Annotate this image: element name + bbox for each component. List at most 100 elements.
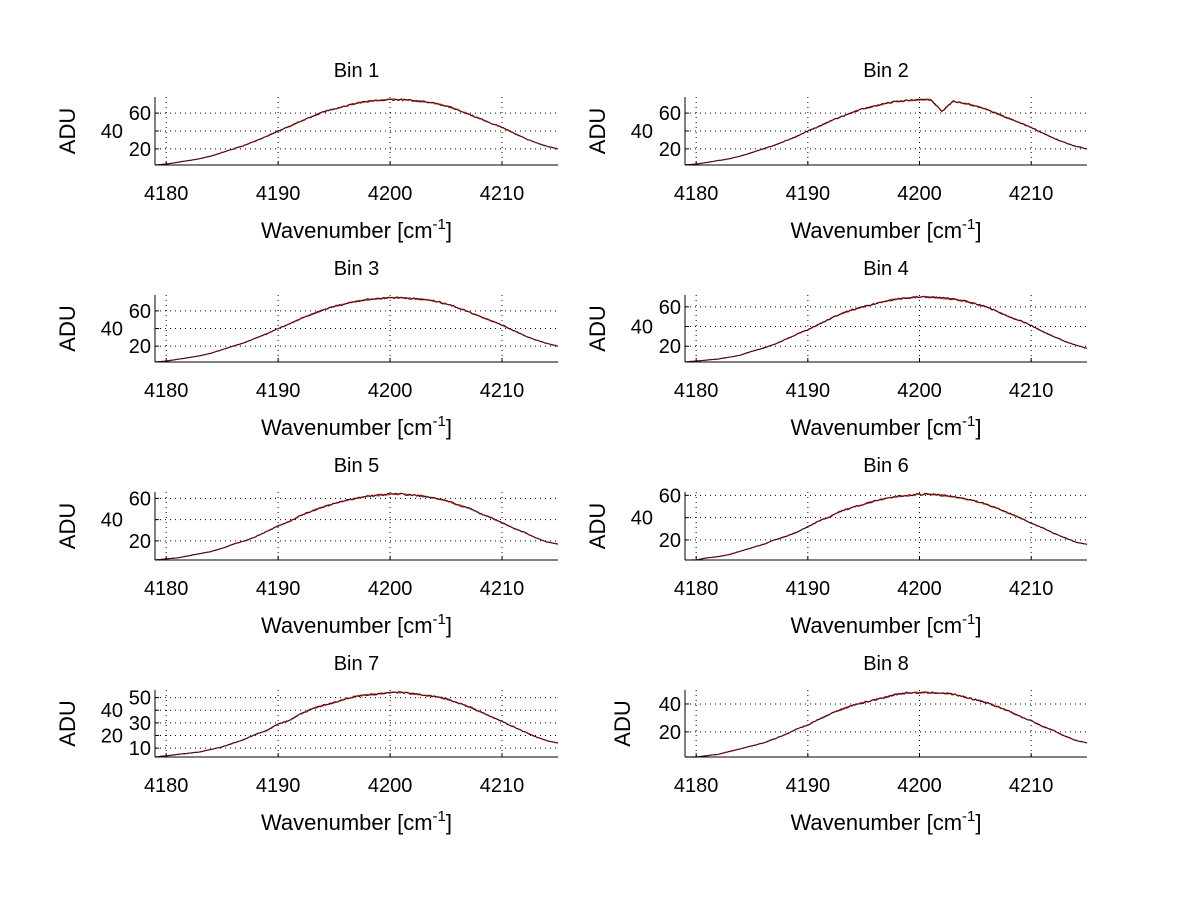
data-trace: [685, 492, 1088, 561]
x-tick-label: 4210: [1009, 578, 1054, 600]
subplot-bin-8: 4180 4190 4200 4210 20 40 Bin 8 Wavenumber [cm-…: [610, 653, 1088, 835]
x-tick-label: 4180: [674, 578, 719, 600]
y-tick-label: 60: [129, 103, 151, 125]
subplot-bin-5: 4180 4190 4200 4210 20 40 60 Bin 5 Wavenumber [c…: [55, 455, 559, 638]
data-trace: [154, 691, 559, 758]
x-tick-label: 4210: [480, 380, 525, 402]
data-trace: [154, 492, 559, 561]
y-axis-label: ADU: [55, 108, 80, 154]
x-tick-label: 4210: [480, 578, 525, 600]
subplot-title: Bin 1: [334, 60, 380, 82]
y-axis-label: ADU: [585, 305, 610, 351]
x-tick-label: 4190: [256, 183, 301, 205]
subplot-bin-1: 4180 4190 4200 4210 20 40 60 Bin 1 Wavenumber [c…: [55, 60, 559, 243]
x-axis-label: Wavenumber [cm-1]: [790, 216, 981, 243]
x-tick-label: 4200: [368, 380, 413, 402]
data-trace: [685, 295, 1088, 363]
data-trace: [684, 295, 1088, 363]
subplot-title: Bin 3: [334, 258, 380, 280]
x-tick-label: 4190: [786, 380, 831, 402]
subplot-title: Bin 8: [863, 653, 909, 675]
subplot-bin-2: 4180 4190 4200 4210 20 40 60 Bin 2 Wavenumber [c…: [585, 60, 1088, 243]
y-tick-label: 50: [129, 688, 151, 710]
y-tick-label: 40: [631, 317, 653, 339]
x-tick-label: 4180: [144, 380, 189, 402]
y-tick-label: 20: [659, 336, 681, 358]
x-axis-label: Wavenumber [cm-1]: [261, 413, 452, 440]
subplot-bin-3: 4180 4190 4200 4210 20 40 60 Bin 3 Wavenumber [c…: [55, 258, 559, 440]
x-tick-label: 4210: [1009, 183, 1054, 205]
x-tick-label: 4200: [368, 578, 413, 600]
x-axis-label: Wavenumber [cm-1]: [261, 216, 452, 243]
data-trace: [154, 296, 559, 363]
data-trace: [684, 691, 1088, 758]
y-tick-label: 20: [129, 139, 151, 161]
y-tick-label: 40: [659, 694, 681, 716]
x-tick-label: 4210: [1009, 380, 1054, 402]
x-tick-label: 4180: [144, 183, 189, 205]
y-tick-label: 40: [101, 319, 123, 341]
y-axis-label: ADU: [610, 700, 635, 746]
y-tick-label: 20: [129, 531, 151, 553]
y-tick-label: 20: [659, 722, 681, 744]
x-tick-label: 4180: [144, 578, 189, 600]
data-trace: [684, 492, 1088, 561]
y-tick-label: 60: [659, 485, 681, 507]
data-trace: [154, 691, 559, 758]
x-tick-label: 4200: [897, 578, 942, 600]
x-axis-label: Wavenumber [cm-1]: [790, 808, 981, 835]
y-tick-label: 40: [101, 121, 123, 143]
y-tick-label: 20: [129, 336, 151, 358]
x-axis-label: Wavenumber [cm-1]: [261, 808, 452, 835]
y-tick-label: 40: [631, 508, 653, 530]
subplot-title: Bin 6: [863, 455, 909, 477]
y-tick-label: 20: [659, 530, 681, 552]
x-tick-label: 4200: [897, 183, 942, 205]
y-tick-label: 40: [631, 121, 653, 143]
y-tick-label: 30: [129, 713, 151, 735]
y-axis-label: ADU: [55, 305, 80, 351]
data-trace: [154, 98, 558, 166]
x-tick-label: 4190: [786, 775, 831, 797]
y-tick-label: 60: [129, 301, 151, 323]
x-tick-label: 4180: [674, 183, 719, 205]
y-axis-label: ADU: [55, 503, 80, 549]
x-tick-label: 4200: [897, 775, 942, 797]
y-tick-label: 20: [101, 726, 123, 748]
subplot-title: Bin 5: [334, 455, 380, 477]
subplot-bin-4: 4180 4190 4200 4210 20 40 60 Bin 4 Wavenumber [c…: [585, 258, 1088, 440]
subplot-bin-6: 4180 4190 4200 4210 20 40 60 Bin 6 Wavenumber [c…: [585, 455, 1088, 638]
x-tick-label: 4200: [368, 183, 413, 205]
x-tick-label: 4190: [786, 578, 831, 600]
y-tick-label: 10: [129, 738, 151, 760]
y-tick-label: 60: [659, 297, 681, 319]
y-tick-label: 60: [659, 103, 681, 125]
data-trace: [684, 295, 1088, 363]
x-tick-label: 4190: [786, 183, 831, 205]
y-tick-label: 40: [101, 510, 123, 532]
data-trace: [154, 691, 559, 758]
y-axis-label: ADU: [585, 503, 610, 549]
x-tick-label: 4190: [256, 380, 301, 402]
y-axis-label: ADU: [585, 108, 610, 154]
x-tick-label: 4200: [897, 380, 942, 402]
y-axis-label: ADU: [55, 700, 80, 746]
y-tick-label: 60: [129, 488, 151, 510]
x-tick-label: 4210: [480, 775, 525, 797]
x-tick-label: 4180: [674, 775, 719, 797]
subplot-bin-7: 4180 4190 4200 4210 10 20 30 40 50 Bin 7 Wavenumbe…: [55, 653, 559, 835]
y-tick-label: 40: [101, 700, 123, 722]
x-tick-label: 4190: [256, 578, 301, 600]
x-tick-label: 4200: [368, 775, 413, 797]
x-tick-label: 4210: [1009, 775, 1054, 797]
x-tick-label: 4190: [256, 775, 301, 797]
data-trace: [684, 98, 1088, 166]
x-tick-label: 4210: [480, 183, 525, 205]
subplot-title: Bin 7: [334, 653, 380, 675]
x-tick-label: 4180: [144, 775, 189, 797]
y-tick-label: 20: [659, 139, 681, 161]
subplot-title: Bin 2: [863, 60, 909, 82]
x-axis-label: Wavenumber [cm-1]: [790, 413, 981, 440]
subplot-title: Bin 4: [863, 258, 909, 280]
